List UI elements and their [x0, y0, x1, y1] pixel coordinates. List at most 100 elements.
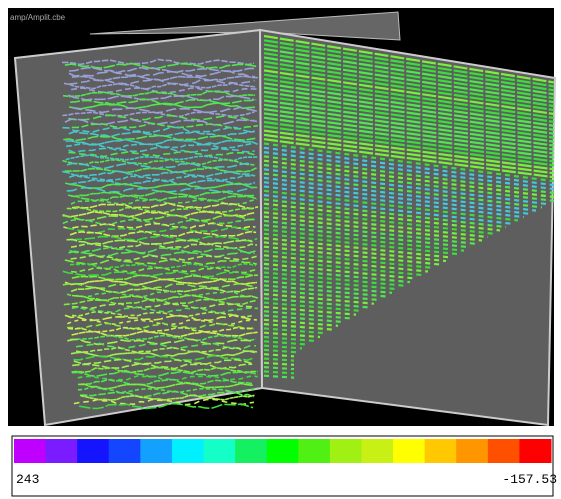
trace — [263, 43, 555, 92]
trace — [263, 206, 495, 235]
trace — [263, 194, 513, 225]
colorbar-left-label: 243 — [16, 472, 39, 487]
trace — [263, 340, 309, 346]
trace — [263, 60, 555, 108]
trace — [69, 230, 257, 238]
trace — [72, 302, 253, 310]
trace — [73, 354, 254, 362]
trace — [62, 170, 255, 178]
trace — [263, 254, 429, 273]
trace — [263, 125, 555, 167]
trace — [71, 106, 259, 114]
trace — [263, 314, 345, 324]
trace — [263, 77, 555, 124]
trace — [64, 258, 258, 266]
trace — [263, 284, 387, 298]
trace — [77, 378, 253, 386]
trace — [62, 126, 255, 134]
trace — [75, 346, 257, 354]
color-swatch — [424, 439, 457, 463]
trace — [263, 39, 555, 88]
trace — [263, 159, 555, 199]
window-title: amp/Amplit.cbe — [10, 13, 66, 22]
trace — [263, 95, 555, 139]
trace — [263, 275, 399, 291]
trace — [70, 198, 258, 206]
trace — [263, 176, 537, 212]
color-swatch — [298, 439, 331, 463]
trace — [68, 146, 255, 154]
trace — [263, 292, 375, 305]
trace — [263, 331, 321, 339]
trace — [62, 210, 255, 218]
trace — [65, 138, 258, 146]
trace — [67, 190, 255, 198]
trace — [67, 318, 254, 326]
trace — [67, 94, 255, 102]
back-panel — [89, 11, 401, 41]
trace — [68, 78, 255, 86]
colorbar-right-label: -157.53 — [502, 472, 557, 487]
trace — [65, 142, 253, 150]
trace — [263, 344, 303, 350]
trace — [70, 242, 258, 250]
trace — [80, 394, 255, 401]
trace — [66, 238, 253, 246]
trace — [78, 402, 254, 410]
trace — [263, 56, 555, 104]
trace — [263, 271, 405, 287]
trace — [263, 65, 555, 112]
trace — [263, 237, 453, 259]
seismic-traces — [62, 34, 555, 410]
trace — [71, 122, 258, 130]
trace — [263, 86, 555, 131]
trace — [64, 166, 257, 174]
trace — [68, 102, 256, 110]
trace — [263, 262, 417, 280]
trace — [77, 386, 259, 394]
trace — [263, 249, 435, 270]
trace — [263, 168, 549, 206]
trace — [62, 58, 255, 66]
trace — [263, 129, 555, 171]
trace — [263, 52, 555, 100]
trace — [69, 246, 256, 254]
trace — [71, 370, 259, 378]
trace — [263, 228, 465, 252]
trace — [63, 222, 256, 230]
trace — [263, 138, 555, 179]
trace — [71, 194, 258, 202]
trace — [263, 198, 507, 229]
colorbar — [14, 439, 552, 463]
trace — [63, 298, 256, 306]
trace — [68, 114, 255, 122]
trace — [263, 82, 555, 127]
trace — [71, 266, 258, 274]
trace — [71, 330, 258, 338]
color-swatch — [329, 439, 362, 463]
trace — [263, 305, 357, 316]
trace — [71, 310, 253, 318]
trace — [263, 47, 555, 96]
color-swatch — [140, 439, 173, 463]
trace — [263, 267, 411, 284]
trace — [263, 151, 555, 191]
trace — [263, 280, 393, 294]
trace — [263, 318, 339, 327]
trace — [71, 234, 258, 242]
trace — [263, 215, 483, 242]
trace — [263, 142, 555, 183]
trace — [63, 134, 256, 142]
trace — [263, 211, 489, 239]
trace — [66, 162, 254, 170]
trace — [263, 69, 555, 116]
trace — [62, 282, 255, 290]
trace — [78, 382, 253, 390]
trace — [263, 155, 555, 195]
trace — [62, 90, 256, 98]
trace — [77, 374, 258, 382]
color-swatch — [519, 439, 552, 463]
trace — [263, 224, 471, 249]
trace — [263, 108, 555, 151]
